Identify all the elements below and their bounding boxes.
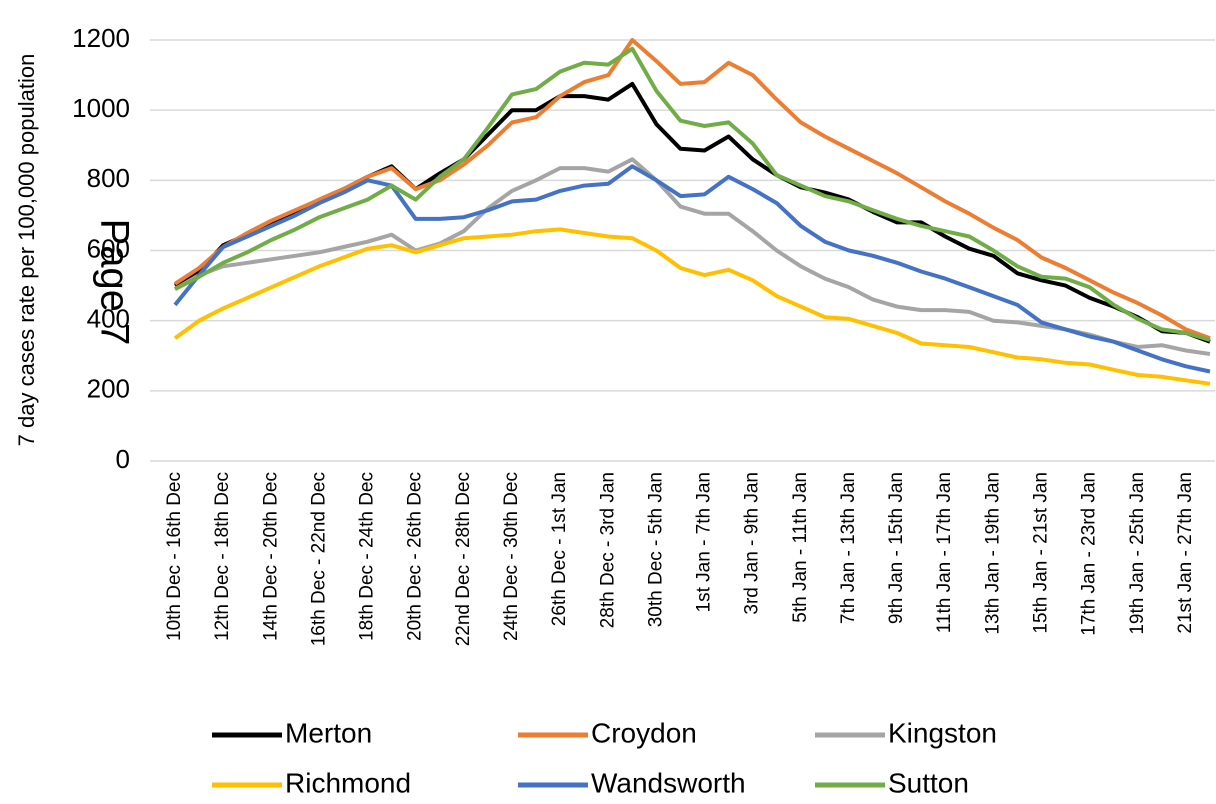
x-tick-label: 17th Jan - 23rd Jan — [1079, 472, 1100, 636]
series-line — [173, 164, 1211, 374]
x-tick-label: 10th Dec - 16th Dec — [164, 472, 185, 641]
x-tick-label: 19th Jan - 25th Jan — [1127, 472, 1148, 635]
y-axis-label: 7 day cases rate per 100,000 population — [14, 54, 39, 447]
series-line — [173, 38, 1211, 341]
x-tick-label: 3rd Jan - 9th Jan — [742, 472, 763, 615]
y-tick-label: 1200 — [72, 23, 130, 53]
page-annotation: Page 7 — [92, 219, 136, 346]
y-tick-label: 600 — [87, 233, 130, 263]
y-tick-label: 400 — [87, 304, 130, 334]
x-tick-label: 1st Jan - 7th Jan — [694, 472, 715, 612]
series-line — [173, 157, 1211, 356]
x-tick-label: 22nd Dec - 28th Dec — [453, 472, 474, 646]
x-tick-label: 15th Jan - 21st Jan — [1031, 472, 1052, 634]
x-tick-label: 11th Jan - 17th Jan — [934, 472, 955, 633]
legend-label: Wandsworth — [591, 767, 746, 798]
x-tick-label: 30th Dec - 5th Jan — [645, 472, 666, 627]
series-line — [174, 46, 1211, 342]
x-tick-label: 9th Jan - 15th Jan — [886, 472, 907, 624]
x-tick-label: 5th Jan - 11th Jan — [790, 472, 811, 623]
x-tick-label: 26th Dec - 1st Jan — [549, 472, 570, 626]
x-tick-label: 12th Dec - 18th Dec — [212, 472, 233, 641]
legend-label: Croydon — [591, 717, 697, 748]
legend-label: Sutton — [888, 767, 969, 798]
y-tick-label: 800 — [87, 163, 130, 193]
x-tick-label: 28th Dec - 3rd Jan — [597, 472, 618, 628]
x-tick-label: 16th Dec - 22nd Dec — [308, 472, 329, 646]
legend-label: Richmond — [285, 767, 411, 798]
y-tick-label: 200 — [87, 374, 130, 404]
x-tick-label: 7th Jan - 13th Jan — [838, 472, 859, 624]
legend-label: Merton — [285, 717, 372, 748]
y-tick-label: 0 — [116, 444, 130, 474]
legend-label: Kingston — [888, 717, 997, 748]
x-tick-label: 21st Jan - 27th Jan — [1175, 472, 1196, 634]
series-line — [173, 227, 1211, 386]
x-tick-label: 24th Dec - 30th Dec — [501, 472, 522, 641]
x-tick-label: 13th Jan - 19th Jan — [982, 472, 1003, 635]
y-tick-label: 1000 — [72, 93, 130, 123]
x-tick-label: 18th Dec - 24th Dec — [357, 472, 378, 641]
x-tick-label: 14th Dec - 20th Dec — [260, 472, 281, 641]
x-tick-label: 20th Dec - 26th Dec — [405, 472, 426, 641]
